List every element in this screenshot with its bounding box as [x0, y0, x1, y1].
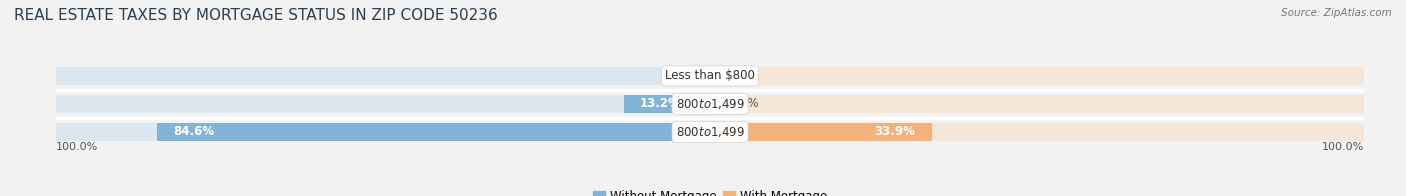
- Bar: [710, 123, 932, 141]
- Bar: [710, 95, 1364, 113]
- Text: REAL ESTATE TAXES BY MORTGAGE STATUS IN ZIP CODE 50236: REAL ESTATE TAXES BY MORTGAGE STATUS IN …: [14, 8, 498, 23]
- Bar: [157, 123, 710, 141]
- Text: 84.6%: 84.6%: [173, 125, 214, 138]
- Text: $800 to $1,499: $800 to $1,499: [675, 125, 745, 139]
- Text: $800 to $1,499: $800 to $1,499: [675, 97, 745, 111]
- Text: 33.9%: 33.9%: [875, 125, 915, 138]
- Text: 13.2%: 13.2%: [640, 97, 681, 110]
- Text: Less than $800: Less than $800: [665, 69, 755, 82]
- Text: 100.0%: 100.0%: [1322, 142, 1364, 152]
- Text: 0.0%: 0.0%: [661, 69, 690, 82]
- Text: 100.0%: 100.0%: [56, 142, 98, 152]
- Bar: [624, 95, 710, 113]
- Bar: [56, 95, 710, 113]
- Bar: [56, 123, 710, 141]
- Text: 0.0%: 0.0%: [730, 97, 759, 110]
- Text: 0.0%: 0.0%: [730, 69, 759, 82]
- Bar: [710, 67, 1364, 84]
- Bar: [710, 123, 1364, 141]
- Bar: [56, 67, 710, 84]
- Legend: Without Mortgage, With Mortgage: Without Mortgage, With Mortgage: [588, 185, 832, 196]
- Text: Source: ZipAtlas.com: Source: ZipAtlas.com: [1281, 8, 1392, 18]
